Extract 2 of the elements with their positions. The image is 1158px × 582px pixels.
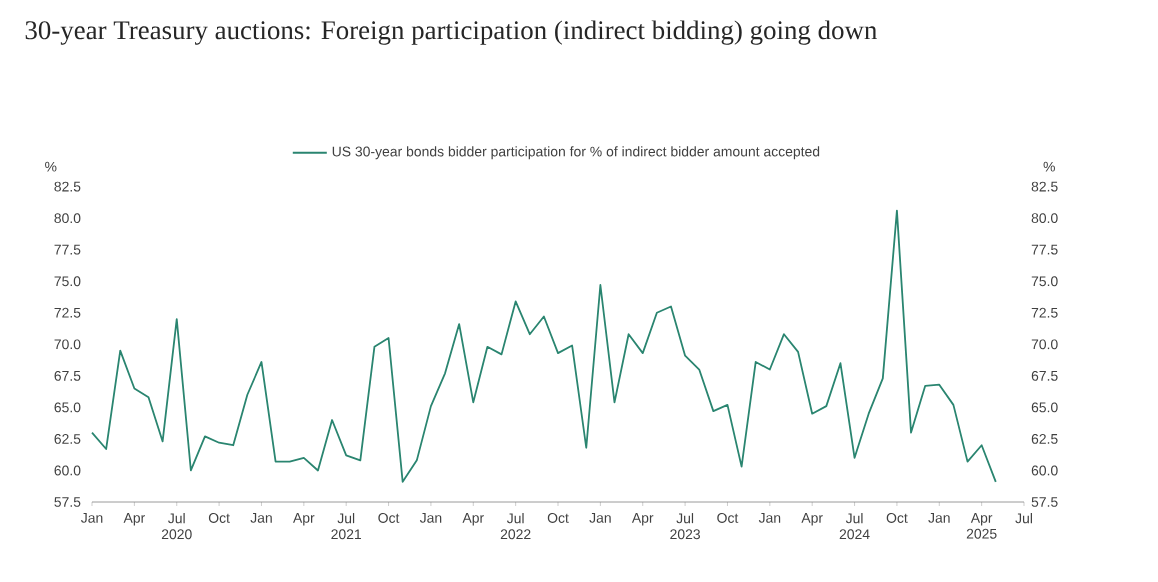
chart-title: 30-year Treasury auctions: Foreign participation (indirect bidding) going down	[25, 20, 877, 45]
line-series	[91, 209, 997, 483]
